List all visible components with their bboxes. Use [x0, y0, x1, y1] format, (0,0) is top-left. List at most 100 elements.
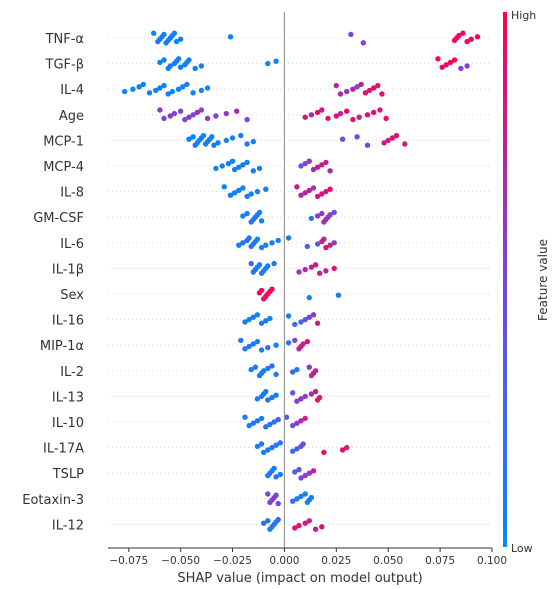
shap-point: [246, 235, 252, 241]
shap-point: [323, 188, 329, 195]
shap-point: [254, 338, 261, 345]
shap-point: [211, 142, 217, 148]
shap-point: [254, 418, 261, 424]
shap-point: [298, 493, 304, 500]
shap-point: [167, 63, 173, 69]
shap-point: [242, 346, 248, 352]
shap-point: [381, 140, 387, 146]
shap-point: [246, 422, 252, 429]
shap-point: [244, 193, 250, 200]
shap-point: [290, 390, 296, 396]
shap-point: [292, 469, 298, 475]
shap-point: [261, 520, 267, 526]
shap-point: [250, 420, 256, 426]
shap-point: [306, 364, 312, 370]
shap-point: [215, 140, 221, 146]
shap-point: [306, 314, 312, 320]
shap-point: [298, 163, 304, 169]
shap-point: [296, 522, 302, 529]
colorbar-low-label: Low: [511, 542, 533, 555]
shap-point: [312, 262, 319, 268]
shap-point: [198, 87, 205, 94]
shap-point: [273, 474, 279, 480]
shap-point: [468, 36, 474, 42]
feature-label: MCP-1: [43, 134, 84, 149]
shap-point: [263, 318, 269, 324]
shap-point: [231, 190, 238, 196]
shap-point: [177, 64, 184, 70]
shap-point: [146, 90, 153, 96]
shap-point: [327, 186, 333, 192]
shap-point: [300, 341, 306, 347]
feature-label: MIP-1α: [40, 339, 84, 354]
shap-point: [319, 524, 325, 530]
shap-point: [285, 340, 292, 346]
shap-point: [238, 337, 244, 344]
shap-point: [306, 158, 312, 164]
shap-point: [244, 159, 250, 166]
shap-point: [236, 187, 242, 194]
shap-point: [173, 38, 180, 45]
x-tick-label: 0.000: [269, 555, 299, 567]
feature-label: TSLP: [52, 467, 84, 482]
shap-point: [269, 444, 275, 451]
shap-point: [304, 243, 310, 250]
shap-point: [435, 56, 441, 62]
shap-point: [198, 63, 205, 69]
shap-point: [306, 518, 312, 524]
shap-point: [236, 242, 242, 248]
shap-point: [275, 516, 281, 523]
shap-point: [275, 416, 281, 423]
feature-labels: TNF-α TGF-β IL-4 Age MCP-1 MCP-4 IL-8 GM-CSF IL-…: [22, 32, 492, 533]
shap-point: [321, 236, 327, 242]
shap-point: [314, 320, 321, 326]
shap-point: [250, 138, 256, 145]
feature-value-colorbar: [503, 12, 507, 547]
x-tick-label: 0.100: [477, 555, 507, 567]
shap-point: [213, 113, 219, 119]
feature-label: IL-8: [60, 186, 84, 201]
shap-point: [269, 240, 275, 246]
shap-point: [265, 344, 271, 351]
shap-point: [458, 65, 464, 72]
shap-point: [240, 240, 246, 246]
feature-label: TGF-β: [45, 58, 84, 73]
shap-point: [234, 108, 240, 114]
x-tick-label: −0.050: [161, 555, 200, 567]
shap-point: [460, 30, 466, 36]
shap-point: [298, 396, 304, 402]
shap-point: [261, 368, 267, 374]
shap-point: [302, 160, 308, 167]
shap-point: [344, 108, 350, 114]
shap-point: [298, 319, 304, 325]
shap-point: [308, 494, 315, 501]
shap-point: [254, 396, 261, 402]
shap-point: [151, 30, 157, 36]
shap-point: [314, 241, 321, 247]
shap-point: [356, 114, 362, 120]
shap-point: [360, 40, 366, 46]
shap-point: [344, 88, 350, 95]
shap-point: [331, 240, 337, 246]
shap-point: [314, 109, 321, 116]
shap-point: [323, 159, 329, 166]
shap-point: [254, 188, 261, 195]
shap-point: [190, 112, 196, 118]
shap-point: [294, 496, 300, 502]
shap-point: [171, 110, 178, 117]
shap-point: [314, 193, 321, 200]
shap-point: [339, 136, 346, 142]
shap-point: [358, 81, 364, 88]
shap-point: [256, 165, 263, 172]
shap-point: [136, 84, 142, 90]
shap-point: [310, 468, 317, 474]
shap-point: [250, 341, 256, 347]
shap-point: [180, 84, 186, 90]
shap-point: [335, 292, 342, 298]
shap-point: [265, 365, 271, 372]
x-tick-label: −0.025: [213, 555, 252, 567]
shap-point: [290, 369, 296, 375]
shap-point: [265, 263, 271, 269]
feature-label: IL-1β: [52, 262, 84, 277]
